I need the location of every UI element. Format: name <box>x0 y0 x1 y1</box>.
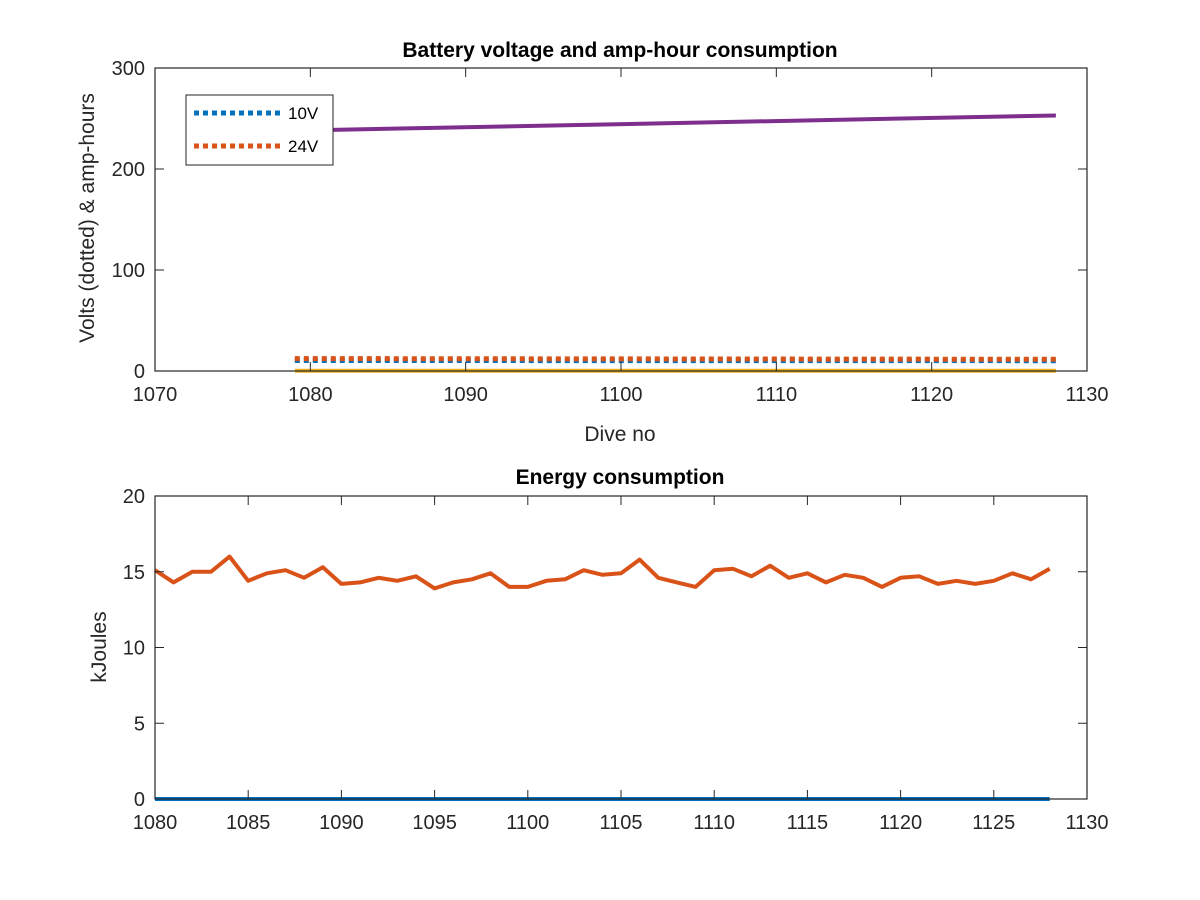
top-chart-title: Battery voltage and amp-hour consumption <box>402 39 837 62</box>
top-x-tick-label: 1130 <box>1065 384 1108 406</box>
bottom-x-tick-label: 1105 <box>599 812 642 834</box>
bottom-x-tick-label: 1115 <box>787 812 829 834</box>
bottom-axes-box <box>154 495 1088 800</box>
bottom-y-tick-label: 10 <box>123 638 145 660</box>
top-x-tick-label: 1110 <box>756 384 798 406</box>
bottom-x-tick-label: 1085 <box>226 812 271 834</box>
bottom-x-tick-label: 1100 <box>506 812 549 834</box>
bottom-x-tick-label: 1120 <box>879 812 922 834</box>
top-x-tick-label: 1100 <box>599 384 642 406</box>
legend: 10V 24V <box>185 94 334 166</box>
bottom-chart: Energy consumption kJoules 1080 1085 1090 1… <box>88 466 1109 834</box>
bottom-y-tick-label: 5 <box>134 713 145 735</box>
bottom-y-tick-label: 15 <box>123 562 145 584</box>
legend-label-24v: 24V <box>288 137 319 156</box>
top-x-tick-label: 1120 <box>910 384 953 406</box>
top-x-tick-label: 1070 <box>133 384 178 406</box>
top-y-tick-label: 0 <box>134 361 145 383</box>
top-y-tick-label: 300 <box>112 58 145 80</box>
bottom-y-axis-label: kJoules <box>88 611 111 682</box>
top-y-tick-label: 200 <box>112 159 145 181</box>
top-y-axis-label: Volts (dotted) & amp-hours <box>76 93 99 343</box>
bottom-series-1-line <box>153 554 1051 591</box>
bottom-x-tick-label: 1080 <box>133 812 178 834</box>
bottom-chart-title: Energy consumption <box>516 466 725 489</box>
bottom-x-tick-label: 1110 <box>693 812 735 834</box>
legend-box <box>185 94 334 166</box>
top-chart: Battery voltage and amp-hour consumption… <box>76 39 1109 446</box>
bottom-y-tick-label: 0 <box>134 789 145 811</box>
bottom-x-tick-label: 1125 <box>972 812 1015 834</box>
top-series-24v-line <box>294 356 1056 362</box>
legend-label-10v: 10V <box>288 104 319 123</box>
top-series-3-line <box>294 113 1056 133</box>
top-y-tick-label: 100 <box>112 260 145 282</box>
bottom-x-tick-label: 1095 <box>412 812 457 834</box>
top-x-tick-label: 1080 <box>288 384 333 406</box>
bottom-x-tick-label: 1130 <box>1065 812 1108 834</box>
top-x-axis-label: Dive no <box>584 423 655 446</box>
bottom-x-tick-label: 1090 <box>319 812 364 834</box>
bottom-y-tick-label: 20 <box>123 486 145 508</box>
top-x-tick-label: 1090 <box>443 384 488 406</box>
